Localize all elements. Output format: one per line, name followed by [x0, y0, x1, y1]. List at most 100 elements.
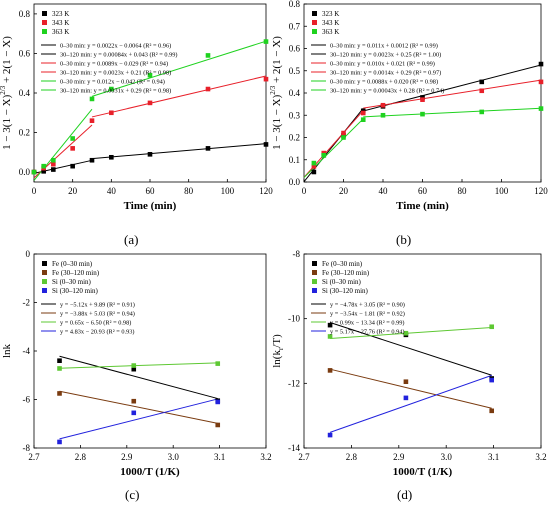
- y-axis-label-a: 1 − 3(1 − X)2/3 + 2(1 − X): [0, 36, 13, 150]
- x-tick-label-b: 0: [302, 186, 307, 196]
- data-point-a-s0: [205, 146, 211, 151]
- legend-marker-b: [312, 20, 317, 25]
- fit-equation-c: y = 0.65x − 6.50 (R² = 0.98): [60, 320, 131, 327]
- legend-marker-c: [42, 288, 47, 293]
- data-point-a-s1: [51, 161, 56, 167]
- data-point-c-s1: [215, 422, 221, 428]
- y-tick-label-d: -8: [293, 249, 301, 259]
- x-tick-label-b: 40: [379, 186, 389, 196]
- y-tick-label-b: 0.3: [289, 110, 301, 120]
- chart-panel-b: 0 20 40 60 80 100 120 0.0 0.1 0.2 0.3 0.4 0.5 0.6 0.7 0…: [269, 0, 548, 212]
- x-tick-label-a: 60: [146, 186, 156, 196]
- legend-label-d: Si (30–120 min): [322, 287, 369, 295]
- legend-marker-d: [312, 288, 317, 293]
- fit-equation-b: 30–120 min: y = 0.0014x + 0.29 (R² = 0.9…: [330, 70, 441, 77]
- legend-marker-c: [42, 279, 47, 284]
- data-point-a-s2: [205, 53, 211, 58]
- y-tick-label-a: 0.8: [19, 9, 31, 19]
- fit-line-d-1: [329, 368, 492, 409]
- x-tick-label-d: 3.0: [441, 452, 453, 462]
- legend-label-d: Si (0–30 min): [322, 278, 362, 286]
- data-point-d-s1: [489, 408, 495, 414]
- fit-equation-b: 30–120 min: y = 0.0023x + 0.25 (R² = 1.0…: [330, 52, 441, 59]
- fit-line-d-3: [329, 374, 492, 433]
- x-axis-label-b: Time (min): [396, 200, 449, 212]
- y-tick-label-b: 0.1: [289, 155, 300, 165]
- y-axis-label-d: ln(kr/T): [271, 334, 285, 368]
- fit-equation-d: y = 0.99x − 13.34 (R² = 0.99): [330, 320, 404, 327]
- x-tick-label-b: 120: [534, 186, 548, 196]
- data-point-a-s2: [147, 72, 153, 78]
- legend-marker-b: [312, 11, 317, 16]
- fit-line-b-0: [303, 107, 364, 183]
- data-point-a-s0: [51, 167, 56, 172]
- legend-label-b: 323 K: [322, 10, 339, 18]
- panel-label-c: (c): [125, 487, 140, 502]
- x-axis-label-a: Time (min): [124, 200, 177, 212]
- plot-frame-d: [303, 253, 542, 449]
- fit-line-b-5: [363, 107, 542, 118]
- data-point-a-s0: [109, 154, 114, 160]
- data-point-c-s2: [57, 366, 62, 371]
- data-point-c-s1: [131, 398, 137, 404]
- fit-equation-a: 30–120 min: y = 0.0031x + 0.29 (R² = 0.9…: [60, 88, 171, 95]
- legend-label-c: Si (0–30 min): [52, 278, 92, 286]
- data-point-d-s3: [327, 432, 333, 438]
- fit-line-d-2: [330, 327, 492, 339]
- data-point-b-s2: [380, 112, 386, 118]
- fit-equation-b: 0–30 min: y = 0.0088x + 0.020 (R² = 0.98…: [330, 79, 438, 86]
- fit-line-a-1: [91, 143, 267, 160]
- fit-equation-d: y = −4.78x + 3.05 (R² = 0.90): [330, 302, 405, 309]
- x-tick-label-a: 20: [68, 186, 78, 196]
- panel-label-b: (b): [396, 232, 412, 247]
- data-point-a-s0: [89, 157, 95, 163]
- fit-line-a-3: [91, 75, 267, 118]
- fit-line-b-4: [303, 118, 364, 178]
- legend-marker-c: [42, 261, 47, 266]
- legend-marker-a: [42, 29, 47, 34]
- data-point-a-s1: [263, 76, 269, 82]
- legend-marker-a: [42, 11, 47, 16]
- data-point-c-s3: [57, 439, 62, 445]
- y-tick-label-b: 0.4: [289, 88, 301, 98]
- data-point-b-s2: [479, 109, 485, 115]
- y-tick-label-a: 0.4: [19, 88, 31, 98]
- chart-panel-a: 0 20 40 60 80 100 120 0.0 0.2 0.4 0.6 0.8 Time (min)…: [0, 3, 273, 212]
- fit-line-c-1: [59, 390, 218, 424]
- fit-line-c-3: [59, 398, 218, 440]
- legend-label-d: Fe (0–30 min): [322, 260, 363, 268]
- legend-label-b: 343 K: [322, 19, 339, 27]
- y-tick-label-b: 0.5: [289, 66, 301, 76]
- y-tick-label-d: -14: [288, 443, 300, 453]
- y-tick-label-d: -10: [288, 314, 300, 324]
- data-point-c-s0: [131, 366, 137, 372]
- y-tick-label-b: 0.7: [289, 21, 301, 31]
- panel-label-a: (a): [124, 232, 139, 247]
- x-tick-label-b: 20: [339, 186, 349, 196]
- fit-line-c-2: [59, 362, 218, 369]
- data-point-d-s3: [403, 395, 409, 401]
- data-point-b-s2: [360, 117, 366, 122]
- y-tick-label-a: 0.2: [19, 128, 30, 138]
- data-point-c-s2: [131, 363, 137, 368]
- data-point-d-s2: [403, 330, 409, 336]
- data-point-b-s2: [341, 135, 346, 140]
- data-point-a-s2: [263, 39, 269, 44]
- data-point-c-s1: [57, 391, 62, 396]
- fit-line-d-0: [329, 322, 492, 376]
- x-tick-label-b: 60: [418, 186, 428, 196]
- legend-label-c: Fe (0–30 min): [52, 260, 93, 268]
- data-point-b-s1: [420, 97, 425, 102]
- legend-label-a: 343 K: [52, 19, 69, 27]
- x-axis-label-d: 1000/T (1/K): [393, 466, 453, 478]
- y-tick-label-c: -6: [23, 395, 31, 405]
- data-point-d-s2: [489, 324, 495, 330]
- x-tick-label-b: 80: [458, 186, 468, 196]
- x-tick-label-c: 3.1: [214, 452, 225, 462]
- data-point-a-s0: [147, 152, 153, 157]
- data-point-b-s1: [360, 110, 366, 116]
- fit-equation-b: 30–120 min: y = 0.00043x + 0.28 (R² = 0.…: [330, 88, 444, 95]
- fit-equation-a: 0–30 min: y = 0.0089x − 0.029 (R² = 0.94…: [60, 61, 168, 68]
- data-point-d-s0: [327, 322, 333, 328]
